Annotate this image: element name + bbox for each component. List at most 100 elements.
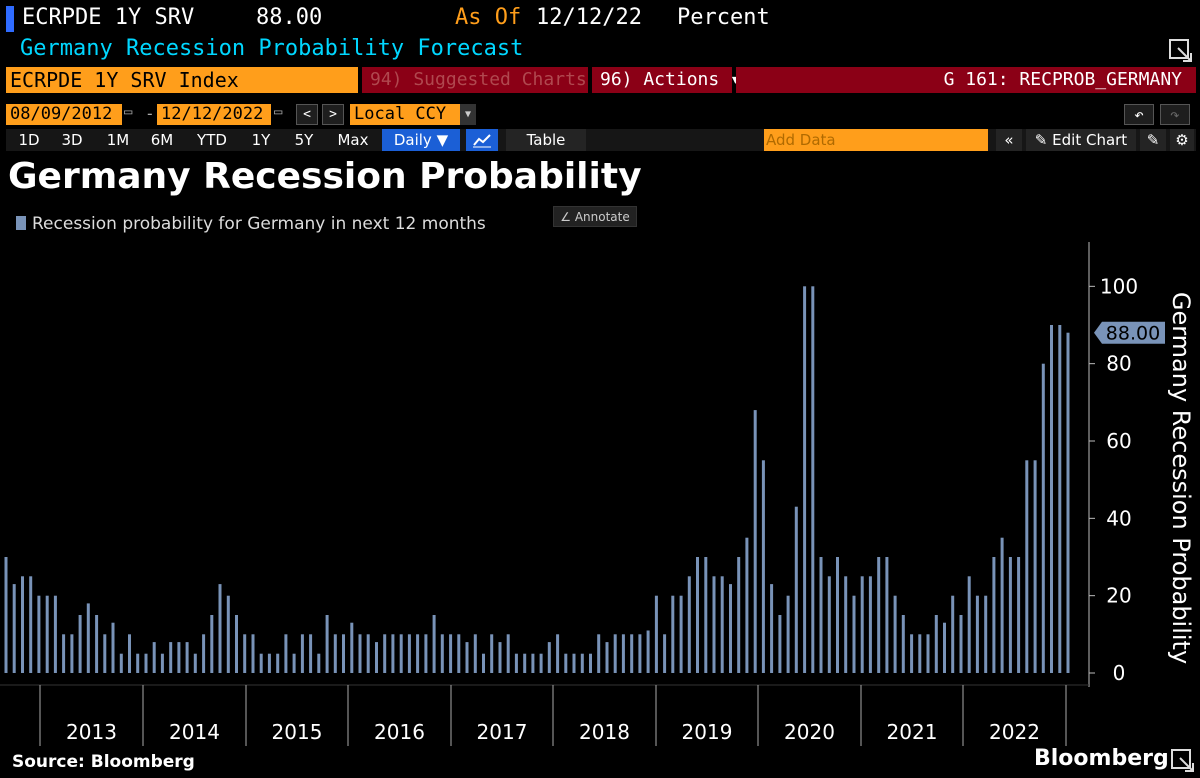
currency-select[interactable]: Local CCY [350, 104, 460, 125]
suggested-charts-button[interactable]: 94) Suggested Charts [362, 67, 588, 93]
period-1d[interactable]: 1D [18, 131, 40, 149]
line-chart-icon[interactable] [466, 129, 498, 151]
x-tick-label: 2016 [374, 720, 425, 744]
x-tick-label: 2013 [66, 720, 117, 744]
unit-label: Percent [677, 5, 770, 30]
last-value-tag [1094, 321, 1165, 344]
edit-chart-button[interactable]: ✎ Edit Chart [1026, 129, 1136, 151]
period-max[interactable]: Max [337, 131, 369, 149]
bar-80 [663, 634, 667, 673]
annotate-label: Annotate [574, 210, 630, 224]
bar-40 [333, 634, 337, 673]
currency-dropdown-icon[interactable]: ▼ [460, 104, 476, 125]
period-6m[interactable]: 6M [150, 131, 174, 149]
bar-21 [177, 642, 181, 673]
bar-76 [630, 634, 634, 673]
y-tick-label: 60 [1106, 429, 1131, 453]
actions-menu[interactable]: 96) Actions ▾ [592, 67, 741, 93]
security-field[interactable]: ECRPDE 1Y SRV Index [6, 67, 358, 93]
next-period-button[interactable]: > [322, 104, 344, 125]
bar-105 [868, 576, 872, 673]
bar-35 [292, 653, 296, 673]
gear-icon[interactable]: ⚙ [1170, 129, 1194, 151]
end-date-input[interactable]: 12/12/2022 [157, 104, 271, 125]
bar-13 [111, 622, 115, 673]
bar-32 [267, 653, 271, 673]
edit-icon[interactable]: ✎ [1140, 129, 1166, 151]
period-ytd[interactable]: YTD [197, 131, 227, 149]
pop-out-icon[interactable] [1170, 748, 1196, 774]
bar-65 [539, 653, 543, 673]
pop-out-icon[interactable] [1168, 38, 1194, 64]
bar-107 [885, 557, 889, 673]
bar-70 [580, 653, 584, 673]
bar-56 [465, 642, 469, 673]
bar-51 [424, 634, 428, 673]
bar-109 [901, 615, 905, 673]
collapse-icon[interactable]: « [996, 129, 1022, 151]
calendar-icon[interactable]: ▭ [274, 104, 283, 120]
bar-77 [638, 634, 642, 673]
bar-52 [432, 615, 436, 673]
bar-93 [770, 584, 774, 673]
bar-73 [605, 642, 609, 673]
add-data-input[interactable]: Add Data [764, 129, 988, 151]
bar-58 [482, 653, 485, 673]
bar-126 [1041, 363, 1045, 673]
bar-18 [152, 642, 156, 673]
bar-71 [589, 653, 592, 673]
bar-116 [959, 615, 963, 673]
bar-121 [1000, 537, 1004, 673]
redo-icon[interactable]: ↷ [1160, 104, 1190, 125]
bar-118 [975, 595, 979, 673]
pencil-icon: ∠ [560, 210, 571, 224]
bar-122 [1008, 557, 1012, 673]
previous-period-button[interactable]: < [296, 104, 318, 125]
period-3d[interactable]: 3D [61, 131, 83, 149]
bar-6 [53, 595, 57, 673]
table-button[interactable]: Table [506, 129, 586, 151]
source-note: Source: Bloomberg [12, 752, 195, 772]
bar-64 [531, 653, 535, 673]
x-tick-label: 2022 [989, 720, 1040, 744]
bar-108 [893, 595, 897, 673]
bar-28 [235, 615, 238, 673]
bar-102 [844, 576, 848, 673]
bar-22 [185, 642, 189, 673]
period-5y[interactable]: 5Y [294, 131, 314, 149]
period-1m[interactable]: 1M [106, 131, 130, 149]
undo-icon[interactable]: ↶ [1124, 104, 1154, 125]
as-of-label: As Of [455, 5, 522, 30]
bar-23 [193, 653, 197, 673]
bar-88 [729, 584, 732, 673]
bar-44 [366, 634, 370, 673]
y-axis-title: Germany Recession Probability [1167, 292, 1195, 664]
bar-106 [877, 557, 881, 673]
start-date-input[interactable]: 08/09/2012 [6, 104, 122, 125]
bar-41 [342, 634, 345, 673]
bar-95 [786, 595, 790, 673]
bar-78 [646, 630, 650, 673]
bar-117 [967, 576, 971, 673]
bar-69 [572, 653, 576, 673]
bar-85 [704, 557, 708, 673]
annotate-button[interactable]: ∠ Annotate [553, 206, 637, 227]
calendar-icon[interactable]: ▭ [124, 104, 133, 120]
bar-49 [407, 634, 411, 673]
bar-48 [399, 634, 403, 673]
period-1y[interactable]: 1Y [251, 131, 271, 149]
bar-34 [284, 634, 288, 673]
edit-chart-label: Edit Chart [1052, 131, 1128, 149]
bar-90 [745, 537, 749, 673]
bar-38 [317, 653, 321, 673]
bar-120 [992, 557, 996, 673]
bar-98 [811, 286, 815, 673]
frequency-select[interactable]: Daily ▼ [382, 129, 460, 151]
bar-8 [70, 634, 74, 673]
legend-label: Recession probability for Germany in nex… [32, 214, 486, 234]
bar-5 [45, 595, 49, 673]
bar-92 [761, 460, 765, 673]
bar-82 [679, 595, 683, 673]
bar-14 [119, 653, 123, 673]
bar-61 [506, 634, 510, 673]
